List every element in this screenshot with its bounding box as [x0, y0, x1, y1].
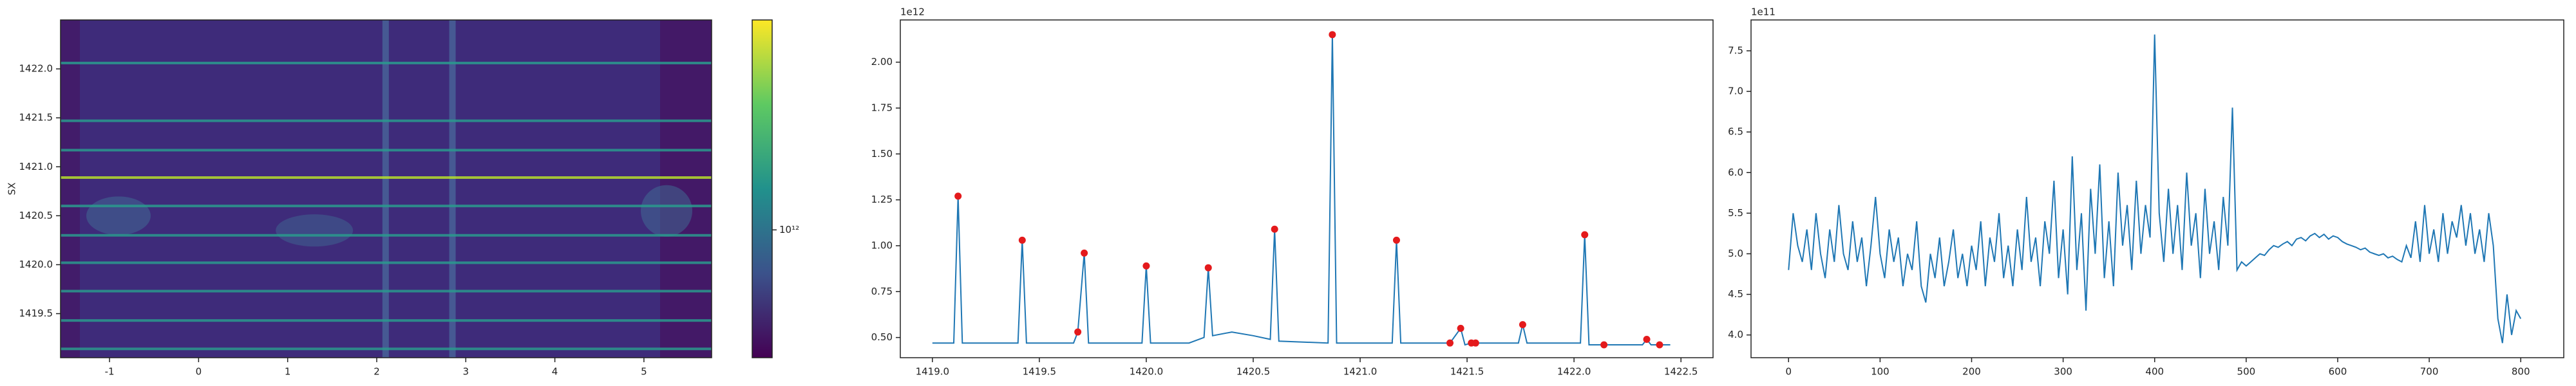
vertical-band: [449, 20, 456, 358]
y-tick-label: 6.0: [1728, 167, 1743, 178]
y-tick-label: 1421.0: [19, 161, 53, 172]
streak: [61, 347, 712, 351]
x-tick-label: 4: [552, 366, 558, 378]
x-tick-label: 600: [2329, 366, 2347, 378]
peak-marker: [1142, 262, 1150, 270]
x-tick-label: 800: [2512, 366, 2530, 378]
peak-marker: [1656, 341, 1663, 349]
axes-frame: [60, 19, 712, 358]
x-tick-label: 500: [2237, 366, 2256, 378]
x-tick-label: 2: [374, 366, 380, 378]
y-tick-label: 1420.5: [19, 210, 53, 221]
streak: [61, 261, 712, 264]
streak: [61, 234, 712, 237]
streak: [61, 119, 712, 122]
y-tick-label: 1421.5: [19, 112, 53, 124]
peak-marker: [1018, 236, 1026, 244]
x-tick-label: 300: [2054, 366, 2072, 378]
x-tick-label: 100: [1871, 366, 1889, 378]
streak: [61, 290, 712, 293]
y-tick-label: 5.0: [1728, 248, 1743, 259]
streak: [61, 205, 712, 208]
x-tick-label: 1419.5: [1023, 366, 1057, 378]
x-tick-label: 5: [641, 366, 647, 378]
x-tick-label: 1420.0: [1130, 366, 1164, 378]
peak-marker: [1519, 321, 1526, 329]
peak-marker: [1472, 339, 1479, 347]
axes-frame: [1750, 19, 2564, 358]
offset-text: 1e11: [1751, 6, 1776, 18]
y-tick-label: 7.5: [1728, 44, 1743, 56]
axes-frame: [900, 19, 1714, 358]
y-tick-label: 1.75: [871, 102, 893, 113]
x-tick-label: -1: [105, 366, 115, 378]
y-tick-label: 0.50: [871, 331, 893, 343]
y-tick-label: 1422.0: [19, 63, 53, 75]
y-tick-label: 1420.0: [19, 259, 53, 270]
x-tick-label: 0: [196, 366, 202, 378]
line: [932, 34, 1671, 346]
y-tick-label: 1.00: [871, 239, 893, 251]
heatmap-glow: [276, 214, 354, 247]
y-tick-label: 4.0: [1728, 329, 1743, 340]
y-tick-label: 2.00: [871, 56, 893, 68]
y-axis-label: SX: [6, 183, 18, 196]
streak: [61, 319, 712, 322]
colorbar-tick-label: 10¹²: [779, 224, 799, 235]
x-tick-label: 1422.0: [1557, 366, 1591, 378]
y-tick-label: 1.50: [871, 148, 893, 160]
colorbar: [752, 19, 773, 358]
streak: [61, 61, 712, 64]
y-tick-label: 1419.5: [19, 308, 53, 319]
peak-marker: [1643, 335, 1651, 343]
peak-marker: [954, 192, 962, 200]
x-tick-label: 1420.5: [1236, 366, 1271, 378]
x-tick-label: 1419.0: [916, 366, 950, 378]
x-tick-label: 400: [2145, 366, 2164, 378]
x-tick-label: 1421.0: [1343, 366, 1378, 378]
y-tick-label: 1.25: [871, 194, 893, 205]
streak: [61, 176, 712, 179]
peak-marker: [1457, 324, 1464, 332]
heatmap-dark-left: [61, 20, 80, 358]
peak-marker: [1581, 231, 1589, 239]
peak-marker: [1081, 249, 1088, 257]
x-tick-label: 1: [285, 366, 291, 378]
x-tick-label: 200: [1962, 366, 1981, 378]
peak-marker: [1271, 225, 1278, 233]
peak-marker: [1600, 341, 1608, 349]
peak-marker: [1446, 339, 1454, 347]
vertical-band: [382, 20, 389, 358]
y-tick-label: 5.5: [1728, 207, 1743, 219]
x-tick-label: 700: [2420, 366, 2439, 378]
y-tick-label: 6.5: [1728, 126, 1743, 138]
x-tick-label: 0: [1785, 366, 1792, 378]
x-tick-label: 3: [463, 366, 469, 378]
x-tick-label: 1422.5: [1664, 366, 1698, 378]
heatmap-glow: [641, 185, 692, 237]
y-tick-label: 7.0: [1728, 86, 1743, 97]
y-tick-label: 0.75: [871, 286, 893, 297]
streak: [61, 149, 712, 152]
peak-marker: [1392, 236, 1400, 244]
peak-marker: [1329, 31, 1336, 39]
y-tick-label: 4.5: [1728, 288, 1743, 300]
peak-marker: [1074, 328, 1082, 336]
x-tick-label: 1421.5: [1450, 366, 1484, 378]
heatmap-glow: [86, 196, 151, 235]
peak-marker: [1204, 264, 1212, 271]
offset-text: 1e12: [900, 6, 925, 18]
line: [1788, 34, 2522, 344]
